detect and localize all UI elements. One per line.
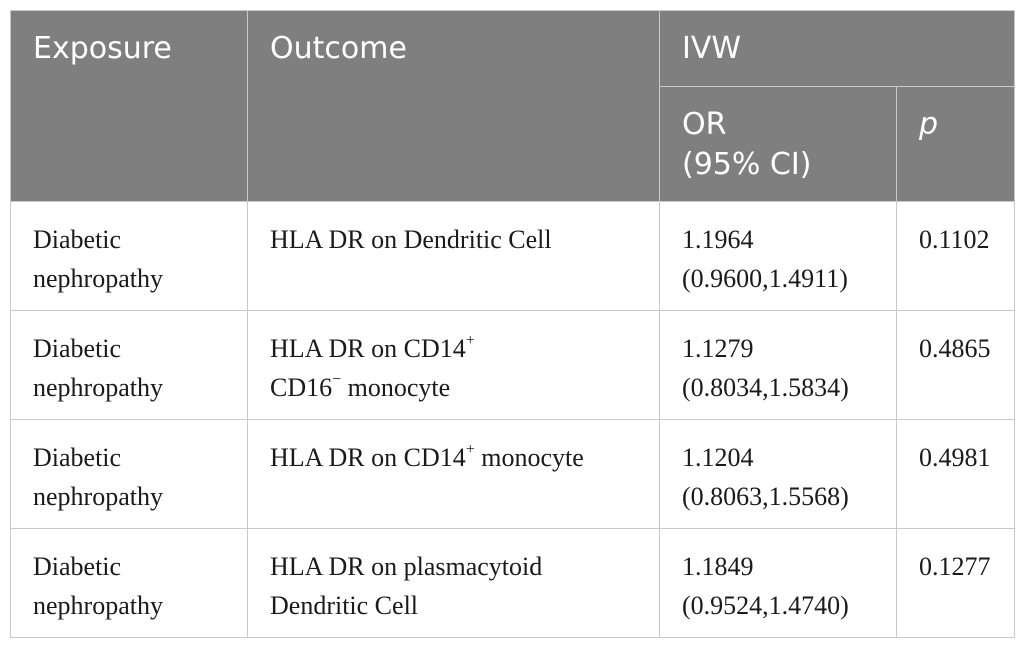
table-row: Diabetic nephropathy HLA DR on CD14+ CD1… [10, 310, 1016, 420]
cell-p: 0.1277 [895, 528, 1016, 638]
cell-exposure: Diabetic nephropathy [10, 419, 248, 529]
outcome-text: CD16 [270, 373, 333, 402]
outcome-line-2: CD16− monocyte [270, 368, 637, 407]
cell-p: 0.4865 [895, 310, 1016, 420]
cell-outcome: HLA DR on Dendritic Cell [247, 201, 660, 311]
exposure-line-1: Diabetic [33, 443, 122, 472]
or-value: 1.1204 [682, 443, 754, 472]
header-or-label: OR [682, 107, 727, 142]
exposure-line-2: nephropathy [33, 264, 163, 293]
outcome-superscript: + [465, 441, 475, 459]
cell-exposure: Diabetic nephropathy [10, 310, 248, 420]
results-table: Exposure Outcome IVW OR (95% CI) p Diabe… [10, 10, 1016, 638]
cell-outcome: HLA DR on plasmacytoid Dendritic Cell [247, 528, 660, 638]
cell-or: 1.1279 (0.8034,1.5834) [659, 310, 897, 420]
header-p-label: p [919, 107, 939, 142]
outcome-text: HLA DR on CD14 [270, 334, 466, 363]
or-value: 1.1849 [682, 552, 754, 581]
header-or: OR (95% CI) [659, 86, 897, 202]
outcome-text: HLA DR on plasmacytoid [270, 552, 543, 581]
or-value: 1.1964 [682, 225, 754, 254]
header-row-sub: OR (95% CI) p [11, 86, 1016, 202]
ci-value: (0.9600,1.4911) [682, 264, 848, 293]
header-outcome: Outcome [247, 10, 660, 202]
exposure-line-1: Diabetic [33, 552, 122, 581]
header-exposure: Exposure [10, 10, 248, 202]
outcome-text: HLA DR on Dendritic Cell [270, 225, 552, 254]
outcome-text-post: monocyte [474, 443, 584, 472]
cell-or: 1.1964 (0.9600,1.4911) [659, 201, 897, 311]
table-row: Diabetic nephropathy HLA DR on Dendritic… [10, 201, 1016, 311]
cell-or: 1.1204 (0.8063,1.5568) [659, 419, 897, 529]
ci-value: (0.8034,1.5834) [682, 373, 849, 402]
exposure-line-2: nephropathy [33, 373, 163, 402]
exposure-line-2: nephropathy [33, 482, 163, 511]
cell-exposure: Diabetic nephropathy [10, 201, 248, 311]
outcome-line-2: Dendritic Cell [270, 586, 637, 625]
outcome-line-1: HLA DR on Dendritic Cell [270, 220, 637, 259]
ci-value: (0.8063,1.5568) [682, 482, 849, 511]
cell-p: 0.1102 [895, 201, 1016, 311]
cell-exposure: Diabetic nephropathy [10, 528, 248, 638]
outcome-superscript: + [465, 332, 475, 350]
exposure-line-1: Diabetic [33, 225, 122, 254]
outcome-text: Dendritic Cell [270, 591, 419, 620]
header-ivw: IVW [658, 10, 1016, 87]
table-row: Diabetic nephropathy HLA DR on CD14+ mon… [10, 419, 1016, 529]
outcome-line-1: HLA DR on CD14+ monocyte [270, 438, 637, 477]
exposure-line-2: nephropathy [33, 591, 163, 620]
table-row: Diabetic nephropathy HLA DR on plasmacyt… [10, 528, 1016, 638]
header-row-top: Exposure Outcome IVW [10, 10, 1016, 202]
table-header: Exposure Outcome IVW OR (95% CI) p [10, 10, 1016, 202]
ci-value: (0.9524,1.4740) [682, 591, 849, 620]
exposure-line-1: Diabetic [33, 334, 122, 363]
outcome-line-1: HLA DR on CD14+ [270, 329, 637, 368]
outcome-superscript: − [332, 371, 342, 389]
header-ci-label: (95% CI) [682, 147, 812, 182]
header-p: p [895, 86, 1016, 202]
cell-outcome: HLA DR on CD14+ monocyte [247, 419, 660, 529]
outcome-line-1: HLA DR on plasmacytoid [270, 547, 637, 586]
cell-outcome: HLA DR on CD14+ CD16− monocyte [247, 310, 660, 420]
cell-or: 1.1849 (0.9524,1.4740) [659, 528, 897, 638]
or-value: 1.1279 [682, 334, 754, 363]
outcome-text: HLA DR on CD14 [270, 443, 466, 472]
table-body: Diabetic nephropathy HLA DR on Dendritic… [10, 201, 1016, 638]
outcome-text-post: monocyte [341, 373, 451, 402]
cell-p: 0.4981 [895, 419, 1016, 529]
